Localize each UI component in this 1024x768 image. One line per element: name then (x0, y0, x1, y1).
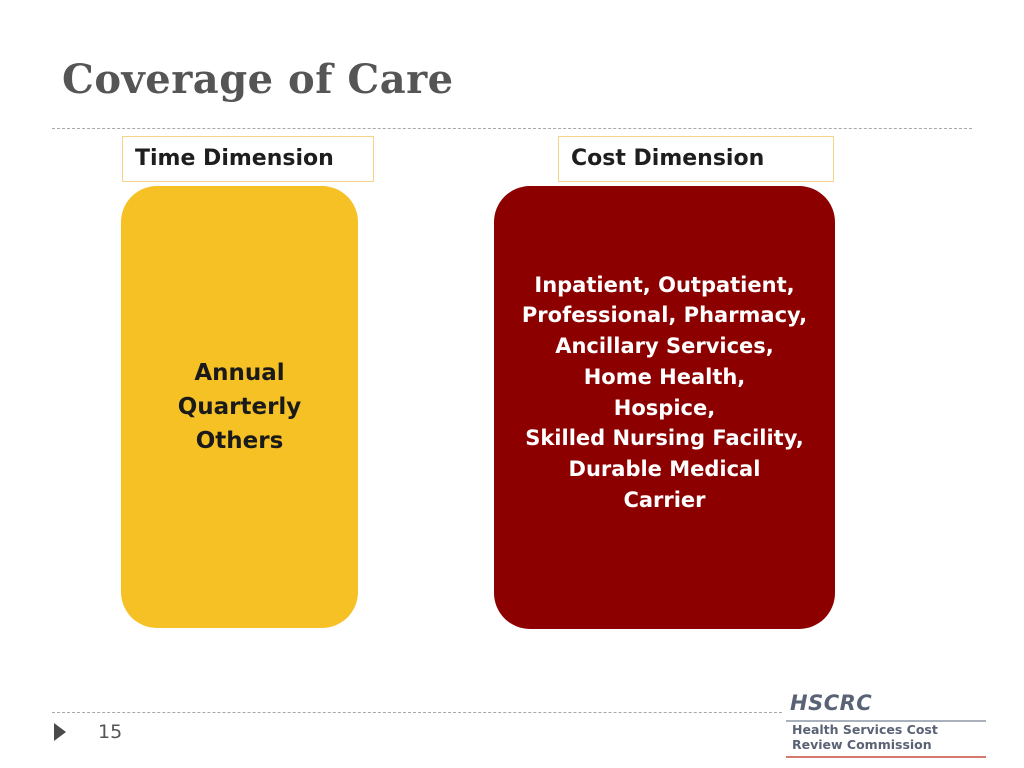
cost-item-3: Ancillary Services, (555, 334, 774, 359)
logo-bottom-rule (786, 756, 986, 758)
cost-item-6: Skilled Nursing Facility, (525, 426, 804, 451)
time-item-others: Others (195, 428, 284, 454)
cost-dimension-list: Inpatient, Outpatient, Professional, Pha… (522, 270, 807, 516)
cost-item-7: Durable Medical (568, 456, 761, 481)
time-dimension-list: Annual Quarterly Others (178, 356, 302, 458)
slide-title: Coverage of Care (62, 56, 454, 103)
hscrc-logo: HSCRC Health Services Cost Review Commis… (786, 690, 990, 760)
logo-name-line-2: Review Commission (792, 737, 932, 752)
time-dimension-panel: Annual Quarterly Others (121, 186, 358, 628)
triangle-right-icon (54, 723, 66, 741)
cost-dimension-panel: Inpatient, Outpatient, Professional, Pha… (494, 186, 835, 629)
cost-dimension-label: Cost Dimension (558, 136, 834, 182)
logo-name: Health Services Cost Review Commission (792, 722, 938, 752)
logo-name-line-1: Health Services Cost (792, 722, 938, 737)
page-number: 15 (98, 721, 123, 743)
logo-top-rule (786, 720, 986, 722)
cost-item-4: Home Health, (583, 364, 746, 389)
time-dimension-label: Time Dimension (122, 136, 374, 182)
cost-item-5: Hospice, (613, 395, 716, 420)
title-divider (52, 128, 972, 129)
cost-item-8: Carrier (623, 487, 706, 512)
time-item-annual: Annual (194, 360, 285, 386)
cost-item-2: Professional, Pharmacy, (521, 303, 808, 328)
cost-item-1: Inpatient, Outpatient, (534, 272, 795, 297)
footer-divider (52, 712, 782, 713)
time-item-quarterly: Quarterly (177, 394, 302, 420)
logo-abbreviation: HSCRC (790, 691, 873, 715)
